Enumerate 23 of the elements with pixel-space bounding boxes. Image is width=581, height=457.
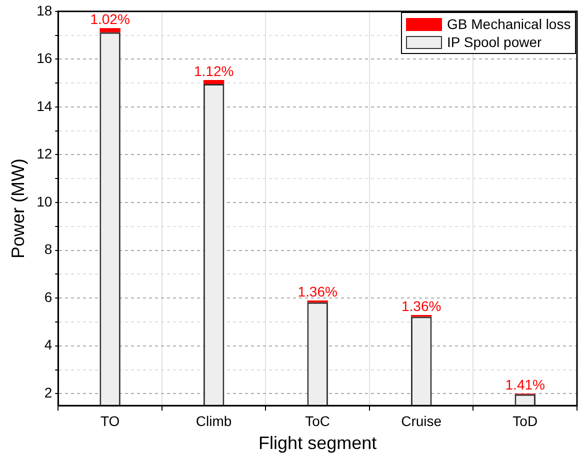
x-tick-label: ToD bbox=[512, 412, 538, 429]
annotation: 1.36% bbox=[298, 283, 338, 300]
legend-label: GB Mechanical loss bbox=[447, 16, 571, 32]
y-tick-label: 6 bbox=[44, 288, 52, 305]
annotation: 1.02% bbox=[90, 10, 130, 27]
annotation: 1.12% bbox=[194, 62, 234, 79]
y-tick-label: 4 bbox=[44, 336, 52, 353]
y-tick-label: 8 bbox=[44, 241, 52, 258]
x-tick-label: ToC bbox=[305, 412, 330, 429]
y-tick-label: 14 bbox=[36, 98, 52, 114]
y-tick-label: 18 bbox=[36, 2, 52, 18]
x-tick-label: Cruise bbox=[401, 412, 442, 429]
x-tick-label: TO bbox=[100, 412, 120, 429]
annotation: 1.41% bbox=[505, 376, 545, 393]
x-tick-label: Climb bbox=[196, 412, 232, 429]
y-tick-label: 12 bbox=[36, 146, 52, 162]
y-axis-title: Power (MW) bbox=[8, 158, 28, 258]
y-tick-label: 16 bbox=[36, 50, 52, 66]
annotation: 1.36% bbox=[402, 298, 442, 314]
x-axis-title: Flight segment bbox=[258, 433, 377, 454]
y-tick-label: 10 bbox=[36, 193, 52, 210]
y-tick-label: 2 bbox=[44, 384, 52, 401]
legend-label: IP Spool power bbox=[447, 34, 542, 50]
